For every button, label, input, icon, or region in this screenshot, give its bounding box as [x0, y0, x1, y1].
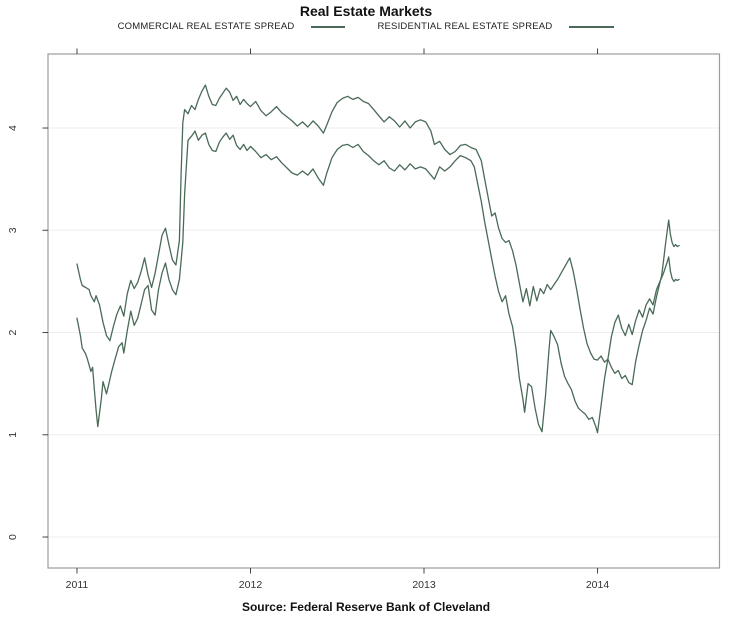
x-tick-label: 2013: [412, 579, 436, 591]
legend-label-commercial: COMMERCIAL REAL ESTATE SPREAD: [117, 21, 295, 32]
y-tick-label: 0: [7, 534, 19, 540]
page-title: Real Estate Markets: [299, 3, 433, 19]
legend-label-residential: RESIDENTIAL REAL ESTATE SPREAD: [377, 21, 553, 32]
y-tick-label: 4: [7, 125, 19, 131]
x-tick-label: 2012: [239, 579, 263, 591]
plot-border: [47, 53, 721, 569]
x-tick-label: 2011: [66, 579, 89, 591]
legend-line-commercial-icon: [311, 25, 346, 28]
legend-item-residential: RESIDENTIAL REAL ESTATE SPREAD: [377, 21, 615, 32]
residential-spread-line: [76, 130, 680, 434]
y-tick-label: 1: [7, 432, 19, 438]
y-tick-label: 2: [7, 329, 19, 335]
legend-line-residential-icon: [569, 25, 615, 28]
commercial-spread-line: [76, 84, 680, 386]
chart-legend: COMMERCIAL REAL ESTATE SPREAD RESIDENTIA…: [0, 21, 732, 32]
source-caption: Source: Federal Reserve Bank of Clevelan…: [241, 600, 491, 614]
y-tick-label: 3: [7, 227, 19, 233]
legend-item-commercial: COMMERCIAL REAL ESTATE SPREAD: [118, 21, 346, 32]
x-tick-label: 2014: [586, 579, 610, 591]
